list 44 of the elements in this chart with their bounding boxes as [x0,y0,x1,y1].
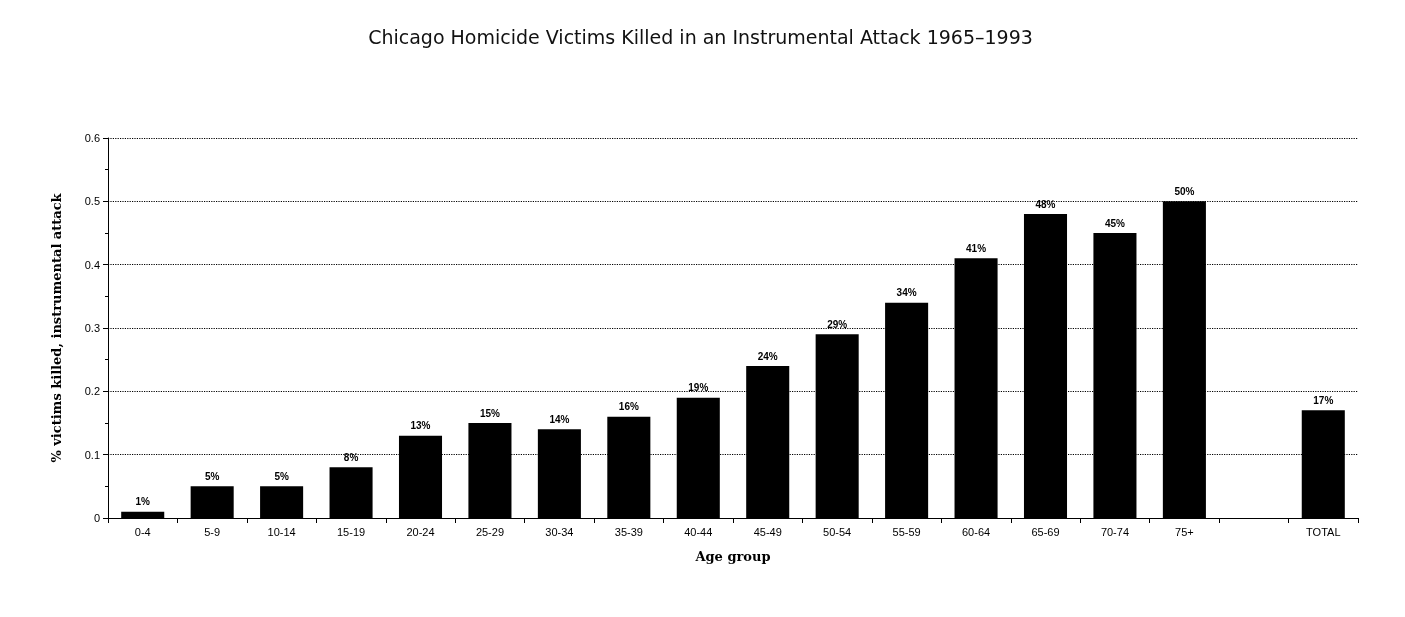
y-tick-label: 0.6 [84,132,100,144]
data-label: 24% [757,350,778,362]
x-tick-label: 20-24 [406,525,435,538]
x-tick-label: 40-44 [684,525,713,538]
x-tick-label: 55-59 [892,525,921,538]
chart-title: Chicago Homicide Victims Killed in an Instrumental Attack 1965–1993 [368,25,1033,48]
x-tick-label: 0-4 [134,525,151,538]
data-label: 48% [1035,198,1056,210]
x-tick-label: 10-14 [267,525,296,538]
data-label: 1% [135,496,151,508]
data-label: 45% [1104,217,1126,229]
x-tick-label: 45-49 [753,525,782,538]
x-tick-label: 5-9 [204,525,221,538]
data-label: 29% [827,318,848,330]
y-tick-label: 0.5 [84,195,100,208]
y-tick-label: 0.1 [84,448,100,461]
data-label: 34% [896,287,917,299]
y-tick-label: 0.4 [84,258,100,271]
y-axis-title: % victims killed, instrumental attack [49,192,64,463]
data-label: 14% [549,413,570,425]
y-tick-label: 0.2 [84,385,100,398]
y-tick-label: 0 [93,512,100,524]
data-label: 5% [274,470,289,482]
x-tick-label: TOTAL [1306,525,1341,538]
data-label: 13% [410,420,431,432]
x-axis-title: Age group [694,549,771,564]
x-tick-label: 30-34 [545,525,574,538]
x-tick-label: 60-64 [961,525,991,538]
data-label: 19% [688,382,709,394]
x-tick-label: 65-69 [1031,525,1060,538]
x-tick-label: 25-29 [475,525,505,538]
data-label: 50% [1174,185,1195,197]
x-tick-label: 50-54 [823,525,852,538]
data-label: 8% [343,451,359,463]
data-label: 5% [204,470,220,482]
x-tick-label: 35-39 [614,525,643,538]
y-tick-label: 0.3 [84,322,100,334]
data-label: 16% [618,401,639,413]
x-tick-label: 70-74 [1100,525,1130,538]
data-label: 15% [479,407,501,419]
data-label: 17% [1313,394,1334,406]
data-label: 41% [966,242,987,254]
x-tick-label: 15-19 [336,525,366,538]
x-tick-label: 75+ [1175,525,1194,538]
